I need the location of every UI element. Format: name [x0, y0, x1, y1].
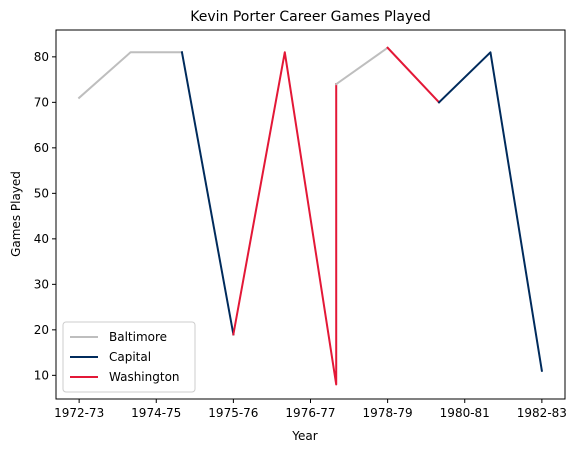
series-line-washington-4 [386, 46, 441, 104]
y-axis-label: Games Played [9, 171, 23, 257]
y-tick-label: 30 [34, 277, 49, 291]
chart-title: Kevin Porter Career Games Played [190, 9, 431, 25]
legend: Baltimore Capital Washington [62, 321, 196, 393]
legend-box [62, 321, 196, 393]
y-tick-label: 60 [34, 141, 49, 155]
x-tick-label: 1972-73 [54, 406, 104, 420]
x-tick-label: 1976-77 [285, 406, 335, 420]
x-axis: 1972-73 1974-75 1975-76 1976-77 1978-79 1980-… [54, 399, 567, 420]
series-line-washington-2 [232, 51, 338, 386]
series-line-baltimore-3 [334, 46, 390, 86]
y-tick-label: 40 [34, 232, 49, 246]
legend-label-capital: Capital [109, 350, 151, 364]
series-line-baltimore-0 [77, 51, 183, 100]
x-tick-label: 1975-76 [208, 406, 258, 420]
series-layer [77, 46, 544, 386]
y-tick-label: 20 [34, 323, 49, 337]
x-tick-label: 1978-79 [363, 406, 413, 420]
series-line-capital-1 [180, 51, 235, 336]
x-axis-label: Year [291, 429, 317, 443]
legend-label-washington: Washington [109, 370, 180, 384]
y-tick-label: 50 [34, 186, 49, 200]
x-tick-label: 1980-81 [440, 406, 490, 420]
series-line-capital-5 [437, 51, 544, 372]
x-tick-label: 1982-83 [517, 406, 567, 420]
legend-label-baltimore: Baltimore [109, 330, 167, 344]
x-tick-label: 1974-75 [131, 406, 181, 420]
y-tick-label: 70 [34, 95, 49, 109]
y-axis: 10 20 30 40 50 60 70 80 [34, 50, 56, 382]
y-tick-label: 80 [34, 50, 49, 64]
y-tick-label: 10 [34, 368, 49, 382]
